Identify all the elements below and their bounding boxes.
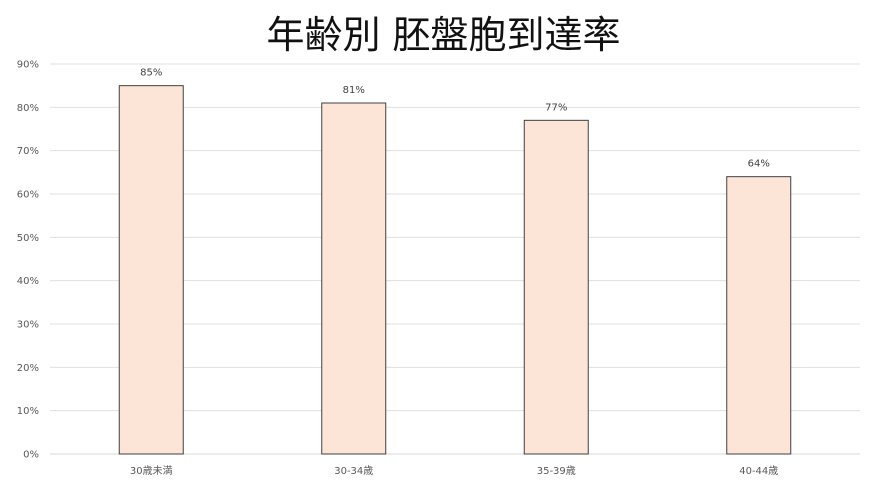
y-tick-label: 0% [23,450,39,461]
bar [523,119,589,455]
y-tick-label: 90% [17,60,39,71]
x-tick-label: 35-39歳 [537,465,576,477]
y-tick-label: 10% [17,406,39,417]
y-tick-label: 70% [17,146,39,157]
data-label: 81% [343,85,365,96]
y-tick-label: 60% [17,190,39,201]
bar [321,102,387,455]
y-tick-label: 40% [17,276,39,287]
y-tick-label: 30% [17,320,39,331]
data-label: 85% [140,68,162,79]
bar [726,176,792,455]
x-tick-label: 40-44歳 [739,465,778,477]
y-tick-label: 50% [17,233,39,244]
chart-title: 年齢別 胚盤胞到達率 [266,13,621,57]
data-label: 77% [545,102,567,113]
data-label: 64% [748,159,770,170]
y-tick-label: 80% [17,103,39,114]
x-tick-label: 30歳未満 [130,465,173,477]
bar [118,85,184,455]
x-tick-label: 30-34歳 [334,465,373,477]
y-tick-label: 20% [17,363,39,374]
